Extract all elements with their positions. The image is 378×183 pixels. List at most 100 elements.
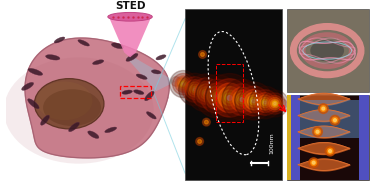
Circle shape (226, 84, 258, 115)
Circle shape (240, 98, 244, 102)
Circle shape (263, 98, 273, 107)
Ellipse shape (105, 127, 117, 133)
Ellipse shape (22, 82, 34, 90)
Ellipse shape (136, 74, 147, 79)
Circle shape (333, 119, 336, 122)
Circle shape (249, 86, 282, 119)
Circle shape (215, 83, 245, 113)
Ellipse shape (156, 55, 166, 60)
Bar (287, 95, 300, 180)
Ellipse shape (126, 53, 138, 61)
Circle shape (262, 99, 268, 106)
Text: STED: STED (115, 1, 145, 11)
Circle shape (210, 83, 220, 93)
Circle shape (271, 99, 279, 108)
Bar (359, 95, 369, 180)
Circle shape (185, 80, 205, 99)
Circle shape (177, 78, 186, 87)
Circle shape (263, 101, 267, 104)
Ellipse shape (43, 89, 101, 126)
Circle shape (200, 79, 234, 113)
Ellipse shape (112, 43, 124, 49)
Circle shape (264, 93, 285, 114)
Circle shape (213, 92, 222, 101)
Circle shape (203, 118, 210, 126)
Ellipse shape (54, 37, 65, 43)
Circle shape (256, 93, 265, 103)
Circle shape (191, 78, 221, 108)
Circle shape (274, 102, 276, 105)
Circle shape (182, 83, 184, 85)
Circle shape (208, 88, 218, 98)
Circle shape (253, 90, 278, 115)
Circle shape (240, 93, 249, 103)
Ellipse shape (133, 90, 144, 94)
Circle shape (225, 89, 234, 99)
Circle shape (238, 96, 246, 104)
Circle shape (332, 117, 338, 123)
Circle shape (197, 84, 215, 102)
Ellipse shape (28, 68, 43, 75)
Circle shape (194, 85, 204, 95)
Circle shape (182, 77, 208, 102)
Ellipse shape (145, 91, 154, 101)
Ellipse shape (40, 115, 50, 125)
Circle shape (200, 87, 212, 99)
Ellipse shape (28, 99, 39, 109)
Circle shape (239, 86, 268, 116)
Circle shape (204, 83, 230, 109)
Circle shape (226, 90, 235, 99)
Circle shape (210, 89, 224, 103)
Ellipse shape (146, 112, 156, 119)
Circle shape (269, 97, 281, 110)
Ellipse shape (46, 55, 60, 60)
Circle shape (184, 80, 193, 89)
Circle shape (211, 79, 249, 117)
Circle shape (270, 102, 280, 111)
Polygon shape (109, 17, 151, 57)
Circle shape (309, 158, 319, 168)
Circle shape (327, 148, 333, 154)
Circle shape (190, 84, 200, 95)
Circle shape (195, 75, 239, 118)
Circle shape (316, 130, 319, 133)
Ellipse shape (108, 12, 152, 21)
Circle shape (250, 97, 257, 105)
Bar (287, 95, 369, 180)
Ellipse shape (88, 131, 99, 139)
Polygon shape (25, 38, 169, 158)
Circle shape (184, 83, 194, 93)
Circle shape (225, 93, 234, 103)
Circle shape (256, 93, 275, 112)
Circle shape (218, 87, 241, 109)
Ellipse shape (4, 57, 154, 164)
Circle shape (187, 82, 202, 97)
Circle shape (311, 160, 316, 166)
Ellipse shape (68, 122, 79, 132)
Bar (120, 86, 151, 98)
Circle shape (201, 53, 204, 56)
Circle shape (215, 94, 219, 98)
Circle shape (171, 77, 181, 86)
Ellipse shape (310, 40, 344, 61)
Circle shape (193, 80, 202, 90)
Circle shape (172, 73, 194, 95)
Circle shape (187, 81, 196, 91)
Circle shape (234, 89, 243, 99)
Circle shape (179, 73, 211, 106)
Circle shape (248, 95, 260, 107)
Circle shape (230, 87, 254, 112)
Circle shape (195, 81, 217, 104)
Circle shape (321, 106, 326, 111)
Circle shape (233, 90, 251, 109)
Circle shape (187, 74, 225, 112)
Circle shape (258, 95, 268, 105)
Circle shape (278, 99, 287, 109)
Circle shape (325, 146, 335, 156)
Circle shape (204, 120, 208, 124)
Circle shape (319, 104, 328, 113)
Circle shape (222, 90, 237, 106)
Circle shape (272, 101, 277, 106)
Circle shape (258, 95, 273, 110)
Circle shape (245, 92, 262, 110)
